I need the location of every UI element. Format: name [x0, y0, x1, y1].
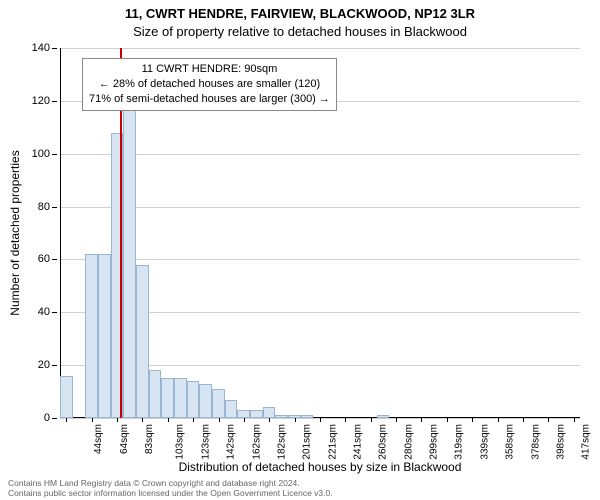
x-tick-label: 221sqm — [327, 424, 338, 460]
x-tick-mark — [66, 418, 67, 422]
y-tick-mark — [52, 48, 57, 49]
x-tick-mark — [295, 418, 296, 422]
y-tick-mark — [52, 365, 57, 366]
property-size-chart: 11, CWRT HENDRE, FAIRVIEW, BLACKWOOD, NP… — [0, 0, 600, 500]
x-tick-mark — [472, 418, 473, 422]
footer-attribution: Contains HM Land Registry data © Crown c… — [8, 478, 333, 498]
x-tick-mark — [117, 418, 118, 422]
y-tick-mark — [52, 312, 57, 313]
histogram-bar — [161, 378, 174, 418]
chart-title-address: 11, CWRT HENDRE, FAIRVIEW, BLACKWOOD, NP… — [0, 6, 600, 21]
x-tick-label: 319sqm — [454, 424, 465, 460]
x-tick-label: 44sqm — [93, 424, 104, 454]
x-axis-label: Distribution of detached houses by size … — [60, 460, 580, 474]
x-tick-label: 103sqm — [175, 424, 186, 460]
x-tick-label: 358sqm — [505, 424, 516, 460]
histogram-bar — [212, 389, 225, 418]
histogram-bar — [250, 410, 263, 418]
x-tick-mark — [396, 418, 397, 422]
y-tick-label: 60 — [38, 253, 50, 265]
x-tick-mark — [523, 418, 524, 422]
y-tick-mark — [52, 259, 57, 260]
x-tick-label: 260sqm — [378, 424, 389, 460]
x-tick-label: 417sqm — [581, 424, 592, 460]
x-tick-mark — [447, 418, 448, 422]
histogram-bar — [263, 407, 276, 418]
x-tick-mark — [371, 418, 372, 422]
chart-subtitle: Size of property relative to detached ho… — [0, 24, 600, 39]
x-tick-label: 201sqm — [302, 424, 313, 460]
y-tick-mark — [52, 418, 57, 419]
footer-line2: Contains public sector information licen… — [8, 488, 333, 498]
y-tick-label: 140 — [32, 42, 50, 54]
y-tick-label: 100 — [32, 148, 50, 160]
annotation-line3: 71% of semi-detached houses are larger (… — [89, 92, 330, 107]
annotation-line2: ← 28% of detached houses are smaller (12… — [89, 77, 330, 92]
plot-area: 11 CWRT HENDRE: 90sqm ← 28% of detached … — [60, 48, 580, 418]
x-tick-mark — [548, 418, 549, 422]
x-tick-label: 83sqm — [144, 424, 155, 454]
x-tick-label: 162sqm — [251, 424, 262, 460]
x-tick-label: 142sqm — [226, 424, 237, 460]
x-tick-mark — [219, 418, 220, 422]
x-tick-label: 339sqm — [479, 424, 490, 460]
histogram-bar — [199, 384, 212, 418]
x-tick-mark — [320, 418, 321, 422]
histogram-bar — [136, 265, 149, 418]
x-tick-mark — [92, 418, 93, 422]
x-tick-label: 182sqm — [276, 424, 287, 460]
x-tick-label: 398sqm — [556, 424, 567, 460]
x-tick-label: 123sqm — [200, 424, 211, 460]
y-tick-label: 80 — [38, 201, 50, 213]
x-tick-label: 280sqm — [403, 424, 414, 460]
x-tick-mark — [498, 418, 499, 422]
annotation-line1: 11 CWRT HENDRE: 90sqm — [89, 62, 330, 77]
y-tick-label: 0 — [44, 412, 50, 424]
x-tick-mark — [345, 418, 346, 422]
y-tick-label: 120 — [32, 95, 50, 107]
x-tick-mark — [168, 418, 169, 422]
y-tick-mark — [52, 207, 57, 208]
y-tick-label: 20 — [38, 359, 50, 371]
x-tick-mark — [193, 418, 194, 422]
histogram-bar — [123, 109, 136, 418]
histogram-bar — [60, 376, 73, 418]
annotation-box: 11 CWRT HENDRE: 90sqm ← 28% of detached … — [82, 58, 337, 111]
y-axis: 020406080100120140 — [0, 48, 60, 418]
x-tick-mark — [142, 418, 143, 422]
x-tick-label: 64sqm — [119, 424, 130, 454]
histogram-bar — [85, 254, 98, 418]
histogram-bar — [187, 381, 200, 418]
y-tick-label: 40 — [38, 306, 50, 318]
x-tick-mark — [574, 418, 575, 422]
x-tick-label: 299sqm — [429, 424, 440, 460]
histogram-bar — [174, 378, 187, 418]
histogram-bar — [237, 410, 250, 418]
x-tick-mark — [421, 418, 422, 422]
y-tick-mark — [52, 154, 57, 155]
footer-line1: Contains HM Land Registry data © Crown c… — [8, 478, 333, 488]
y-tick-mark — [52, 101, 57, 102]
histogram-bar — [149, 370, 162, 418]
histogram-bar — [98, 254, 111, 418]
histogram-bar — [225, 400, 238, 419]
x-tick-mark — [269, 418, 270, 422]
x-tick-label: 378sqm — [530, 424, 541, 460]
x-tick-mark — [244, 418, 245, 422]
x-tick-label: 241sqm — [353, 424, 364, 460]
